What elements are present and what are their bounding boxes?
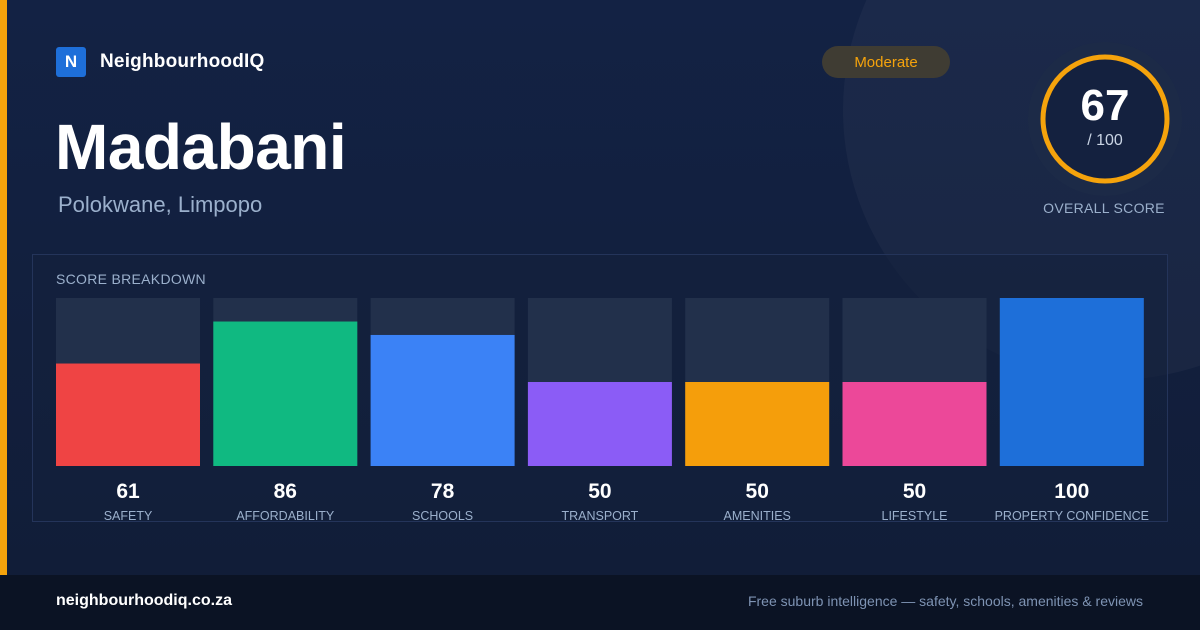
bar-amenities [685,382,830,466]
brand-name: NeighbourhoodIQ [100,51,265,72]
bar-property-confidence [999,298,1144,466]
bar-value-property-confidence: 100 [1054,480,1089,503]
bar-affordability [213,321,358,466]
bar-label-affordability: AFFORDABILITY [236,509,335,523]
bar-value-lifestyle: 50 [903,480,926,503]
rating-badge: Moderate [822,46,950,78]
overall-score-gauge: 67 / 100 [1028,42,1182,196]
score-ring-stroke [1040,54,1170,184]
score-breakdown-chart: 61 SAFETY 86 AFFORDABILITY 78 SCHOOLS 50 TRANSP… [56,298,1149,523]
bar-value-safety: 61 [116,480,140,503]
accent-bar [0,0,7,575]
bar-label-lifestyle: LIFESTYLE [882,509,948,523]
score-ring-icon [1028,42,1182,196]
bar-value-affordability: 86 [274,480,297,503]
bar-value-schools: 78 [431,480,455,503]
bar-transport [527,382,672,466]
bar-label-property-confidence: PROPERTY CONFIDENCE [995,509,1149,523]
overall-score-value: 67 [1080,81,1130,130]
bar-label-safety: SAFETY [104,509,153,523]
bar-label-transport: TRANSPORT [561,509,638,523]
chart-title: SCORE BREAKDOWN [56,271,206,287]
bar-safety [56,363,200,466]
footer [0,575,1200,630]
bar-lifestyle [842,382,987,466]
footer-site-link[interactable]: neighbourhoodiq.co.za [56,592,232,609]
suburb-location: Polokwane, Limpopo [58,192,263,217]
bar-value-transport: 50 [588,480,611,503]
bar-label-schools: SCHOOLS [412,509,473,523]
brand-logo[interactable]: N NeighbourhoodIQ [56,46,264,78]
brand-mark-icon: N [56,47,86,77]
suburb-title: Madabani [55,111,347,183]
overall-score-max: / 100 [1087,132,1123,149]
bar-value-amenities: 50 [746,480,769,503]
bar-schools [370,334,515,466]
overall-score-label: OVERALL SCORE [1043,200,1165,216]
bar-label-amenities: AMENITIES [724,509,791,523]
footer-tagline: Free suburb intelligence — safety, schoo… [747,593,1143,609]
